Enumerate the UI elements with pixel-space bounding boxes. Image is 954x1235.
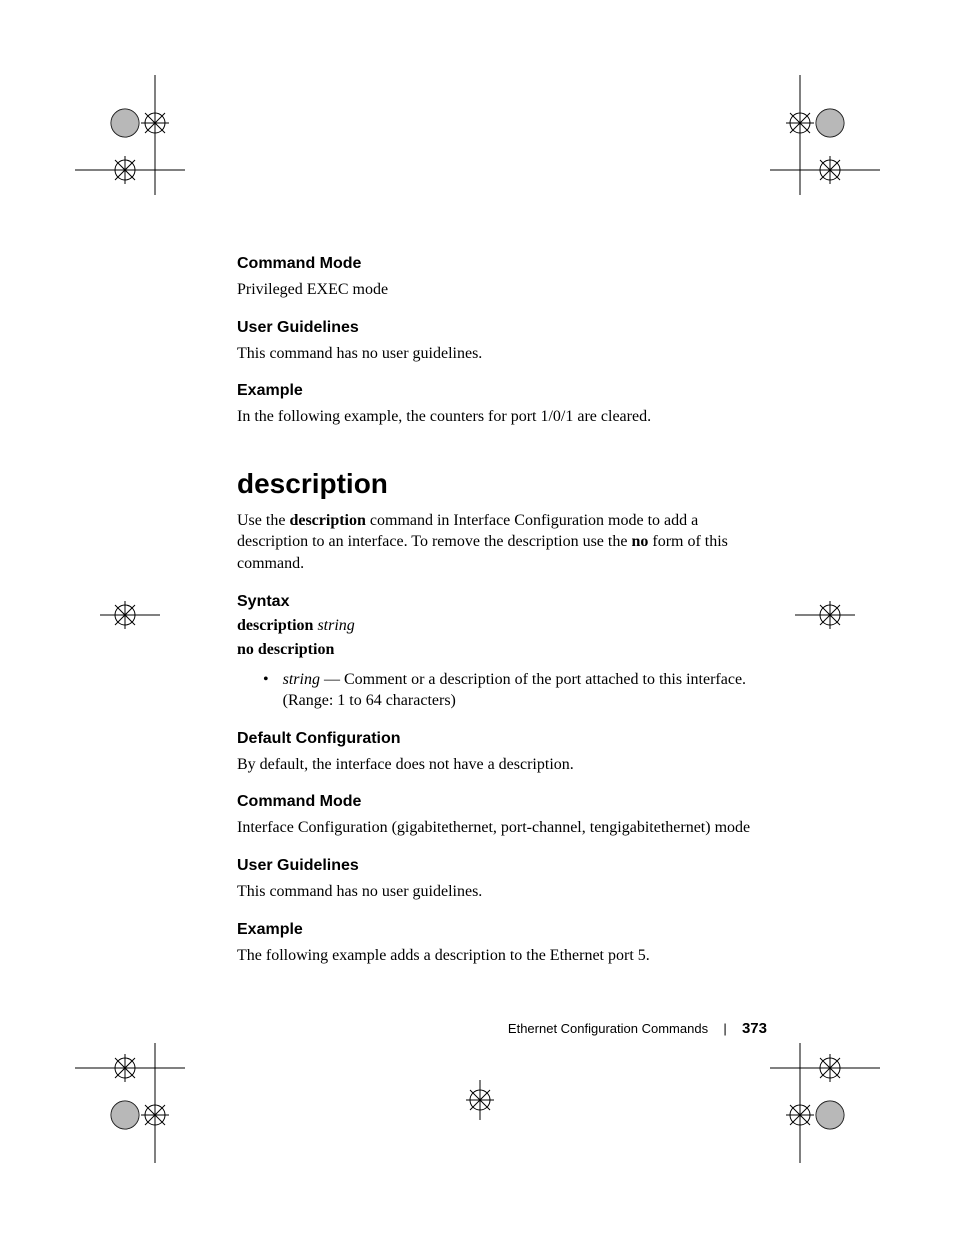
crop-mark-mid-left [100, 595, 160, 635]
command-mode-text-1: Privileged EXEC mode [237, 279, 767, 301]
bullet-marker: • [263, 669, 269, 712]
syntax-description-keyword: description [237, 617, 317, 634]
page-footer: Ethernet Configuration Commands | 373 [237, 1020, 767, 1037]
syntax-line-2: no description [237, 641, 767, 659]
crop-mark-bottom-right [770, 1043, 880, 1163]
intro-pre: Use the [237, 512, 289, 529]
footer-page-number: 373 [742, 1020, 767, 1037]
example-text-2: The following example adds a description… [237, 945, 767, 967]
intro-bold-description: description [289, 512, 365, 529]
crop-mark-top-left [75, 75, 185, 195]
default-config-text: By default, the interface does not have … [237, 754, 767, 776]
syntax-string-param: string [317, 617, 354, 634]
bullet-text-container: string — Comment or a description of the… [283, 669, 767, 712]
crop-mark-top-right [770, 75, 880, 195]
command-mode-text-2: Interface Configuration (gigabitethernet… [237, 817, 767, 839]
syntax-bullet: • string — Comment or a description of t… [263, 669, 767, 712]
crop-mark-bottom-left [75, 1043, 185, 1163]
syntax-heading: Syntax [237, 593, 767, 611]
example-heading-2: Example [237, 921, 767, 939]
user-guidelines-heading-1: User Guidelines [237, 319, 767, 337]
crop-mark-bottom-center [450, 1080, 510, 1120]
footer-separator: | [723, 1021, 726, 1036]
description-command-heading: description [237, 468, 767, 500]
example-heading-1: Example [237, 382, 767, 400]
user-guidelines-text-1: This command has no user guidelines. [237, 343, 767, 365]
description-intro-text: Use the description command in Interface… [237, 510, 767, 575]
footer-chapter-title: Ethernet Configuration Commands [508, 1021, 708, 1036]
bullet-description: — Comment or a description of the port a… [283, 671, 746, 710]
bullet-string-param: string [283, 671, 320, 688]
crop-mark-mid-right [795, 595, 855, 635]
user-guidelines-text-2: This command has no user guidelines. [237, 881, 767, 903]
page-content: Command Mode Privileged EXEC mode User G… [237, 255, 767, 984]
intro-bold-no: no [631, 533, 648, 550]
command-mode-heading-2: Command Mode [237, 793, 767, 811]
example-text-1: In the following example, the counters f… [237, 406, 767, 428]
syntax-line-1: description string [237, 617, 767, 635]
default-config-heading: Default Configuration [237, 730, 767, 748]
user-guidelines-heading-2: User Guidelines [237, 857, 767, 875]
command-mode-heading-1: Command Mode [237, 255, 767, 273]
